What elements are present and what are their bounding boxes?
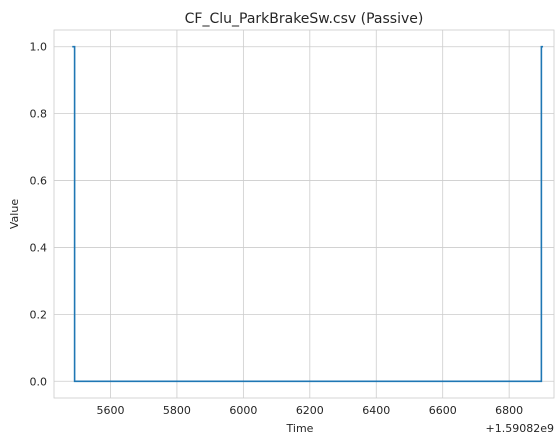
y-axis-ticks: 0.0 0.2 0.4 0.6 0.8 1.0 bbox=[30, 41, 48, 389]
y-axis-label: Value bbox=[8, 199, 21, 229]
x-tick-label: 6600 bbox=[429, 404, 457, 417]
grid-lines bbox=[54, 30, 554, 398]
series-line bbox=[72, 45, 544, 383]
x-tick-label: 6200 bbox=[296, 404, 324, 417]
y-tick-label: 1.0 bbox=[30, 41, 48, 54]
chart-title: CF_Clu_ParkBrakeSw.csv (Passive) bbox=[185, 11, 424, 27]
x-tick-label: 6400 bbox=[362, 404, 390, 417]
series-layer bbox=[72, 45, 544, 383]
plot-area bbox=[53, 29, 555, 399]
x-tick-label: 6800 bbox=[495, 404, 523, 417]
y-tick-label: 0.6 bbox=[30, 175, 48, 188]
y-tick-label: 0.0 bbox=[30, 375, 48, 388]
x-axis-label: Time bbox=[286, 422, 314, 435]
y-tick-label: 0.4 bbox=[30, 241, 48, 254]
x-axis-ticks: 5600 5800 6000 6200 6400 6600 6800 bbox=[96, 404, 523, 417]
x-tick-label: 5800 bbox=[163, 404, 191, 417]
x-tick-label: 6000 bbox=[229, 404, 257, 417]
x-tick-label: 5600 bbox=[96, 404, 124, 417]
x-axis-offset-label: +1.59082e9 bbox=[486, 422, 554, 435]
y-tick-label: 0.8 bbox=[30, 108, 48, 121]
y-tick-label: 0.2 bbox=[30, 308, 48, 321]
